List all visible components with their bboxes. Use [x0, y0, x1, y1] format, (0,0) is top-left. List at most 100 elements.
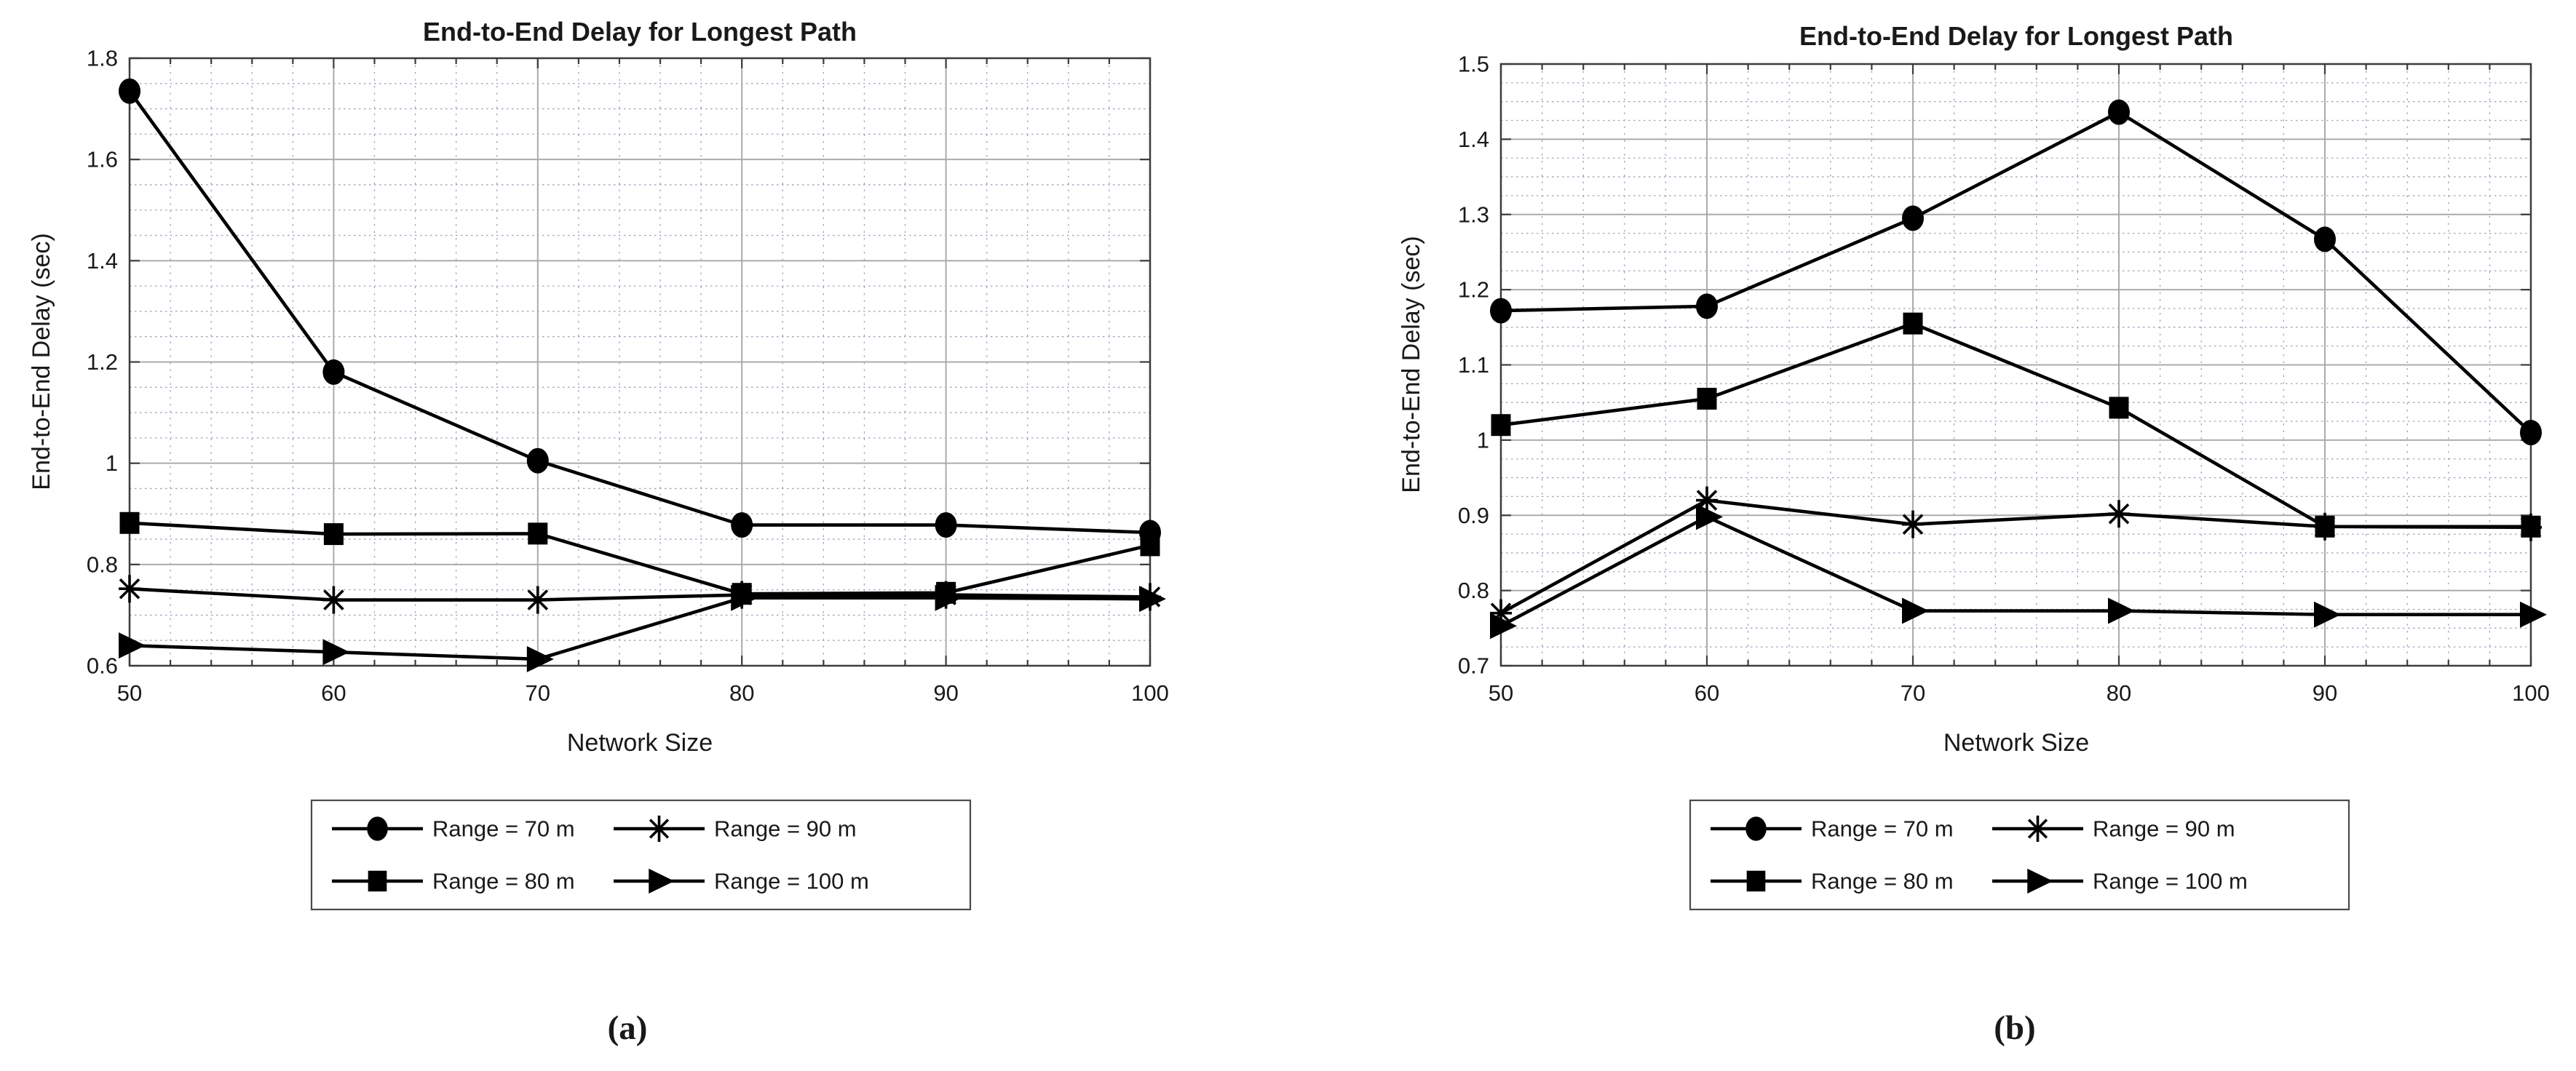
marker-filled-circle — [2520, 420, 2542, 446]
marker-filled-circle — [1902, 205, 1924, 231]
asterisk-stroke — [323, 589, 344, 610]
axis-ticks — [128, 57, 1152, 667]
circle-marker-shape — [2314, 226, 2336, 252]
x-tick-label: 70 — [526, 680, 550, 706]
marker-filled-square — [323, 523, 344, 546]
marker-filled-triangle-right — [2520, 601, 2547, 628]
series-line — [128, 89, 1151, 535]
axis-ticks — [1499, 63, 2532, 667]
marker-asterisk — [119, 575, 140, 603]
marker-filled-triangle-right — [2027, 868, 2053, 894]
triangle-marker-shape — [1902, 597, 1929, 624]
grid-major — [130, 58, 1150, 666]
chart-a-ylabel: End-to-End Delay (sec) — [28, 233, 55, 490]
x-tick-label: 60 — [1695, 680, 1719, 706]
marker-filled-triangle-right — [1902, 597, 1929, 624]
x-tick-label: 100 — [1131, 680, 1169, 706]
chart-a-title: End-to-End Delay for Longest Path — [423, 17, 857, 47]
asterisk-stroke — [2027, 819, 2048, 839]
y-tick-label: 1.5 — [1458, 52, 1489, 77]
legend-box — [1689, 799, 2350, 911]
legend-entry-range-80-m: Range = 80 m — [332, 869, 575, 894]
legend-entry-label: Range = 70 m — [1811, 816, 1954, 842]
y-tick-label: 0.9 — [1458, 503, 1489, 528]
x-tick-label: 60 — [321, 680, 346, 706]
y-tick-label: 1.4 — [1458, 127, 1489, 152]
chart-b-ylabel: End-to-End Delay (sec) — [1398, 236, 1425, 493]
series-range-100-m — [1490, 503, 2547, 640]
marker-filled-square — [2109, 397, 2129, 419]
asterisk-stroke — [527, 589, 549, 610]
tick-labels: 0.7 0.8 0.9 1 1.1 1.2 1.3 1.4 1.5 50 60 70 80 90 100 — [1458, 52, 2550, 706]
y-tick-label: 1.2 — [87, 349, 118, 375]
square-marker-shape — [1697, 388, 1717, 410]
square-marker-shape — [323, 523, 344, 546]
marker-filled-triangle-right — [649, 868, 675, 894]
marker-filled-triangle-right — [526, 645, 554, 672]
marker-filled-circle — [935, 512, 957, 538]
circle-marker-shape — [2108, 99, 2130, 125]
tick-labels: 0.6 0.8 1 1.2 1.4 1.6 1.8 50 60 70 80 90 100 — [87, 46, 1169, 706]
circle-marker-shape — [367, 816, 388, 841]
triangle-marker-shape — [1490, 613, 1517, 640]
caption-a: (a) — [608, 1009, 648, 1047]
legend-entry-label: Range = 100 m — [2093, 869, 2248, 894]
marker-filled-triangle-right — [2108, 597, 2135, 624]
square-marker-shape — [1491, 414, 1511, 437]
circle-marker-shape — [322, 359, 345, 385]
legend-entry-range-100-m: Range = 100 m — [614, 869, 869, 894]
series-range-70-m — [1490, 99, 2542, 446]
x-tick-label: 50 — [117, 680, 142, 706]
marker-filled-circle — [2108, 99, 2130, 125]
legend-entry-range-70-m: Range = 70 m — [332, 816, 575, 842]
asterisk-stroke — [2314, 516, 2336, 538]
triangle-marker-shape — [935, 584, 962, 611]
triangle-marker-shape — [649, 868, 675, 894]
marker-asterisk — [1902, 510, 1924, 538]
marker-asterisk — [322, 586, 345, 614]
y-tick-label: 1 — [106, 450, 118, 476]
marker-filled-square — [1491, 414, 1511, 437]
legend-entry-range-100-m: Range = 100 m — [1992, 869, 2248, 894]
circle-marker-shape — [526, 447, 549, 474]
marker-filled-circle — [1745, 816, 1767, 841]
series-range-90-m — [1490, 486, 2542, 627]
triangle-marker-shape — [119, 632, 146, 659]
triangle-marker-shape — [2108, 597, 2135, 624]
circle-marker-shape — [1902, 205, 1924, 231]
chart-a-xlabel: Network Size — [567, 729, 713, 757]
x-tick-label: 70 — [1901, 680, 1925, 706]
marker-filled-square — [368, 870, 387, 892]
legend-entry-range-90-m: Range = 90 m — [1992, 815, 2235, 843]
x-tick-label: 90 — [2313, 680, 2337, 706]
marker-filled-circle — [367, 816, 388, 841]
x-tick-label: 50 — [1489, 680, 1513, 706]
marker-filled-circle — [119, 78, 140, 104]
legend-entry-label: Range = 100 m — [714, 869, 869, 894]
chart-b-plot: 0.7 0.8 0.9 1 1.1 1.2 1.3 1.4 1.5 50 60 70 80 90 100 — [1458, 52, 2550, 706]
marker-filled-square — [1903, 312, 1923, 335]
marker-filled-circle — [731, 512, 753, 538]
caption-b: (b) — [1994, 1009, 2035, 1047]
marker-filled-triangle-right — [1696, 503, 1723, 530]
legend-entry-label: Range = 70 m — [432, 816, 575, 842]
marker-filled-triangle-right — [322, 639, 350, 666]
triangle-marker-shape — [731, 584, 758, 611]
marker-asterisk — [649, 815, 670, 843]
y-tick-label: 1.4 — [87, 248, 118, 274]
circle-marker-shape — [731, 512, 753, 538]
circle-marker-shape — [1490, 298, 1512, 324]
circle-marker-shape — [1745, 816, 1767, 841]
marker-filled-circle — [1696, 293, 1718, 319]
series-line — [129, 596, 1151, 661]
y-tick-label: 1.1 — [1458, 352, 1489, 378]
y-tick-label: 1.2 — [1458, 277, 1489, 303]
grid-major — [1501, 64, 2531, 666]
series-range-70-m — [119, 78, 1161, 546]
square-marker-shape — [2109, 397, 2129, 419]
marker-filled-triangle-right — [1490, 613, 1517, 640]
legend-entry-range-70-m: Range = 70 m — [1711, 816, 1954, 842]
y-tick-label: 1.3 — [1458, 202, 1489, 227]
y-tick-label: 1 — [1477, 427, 1489, 453]
